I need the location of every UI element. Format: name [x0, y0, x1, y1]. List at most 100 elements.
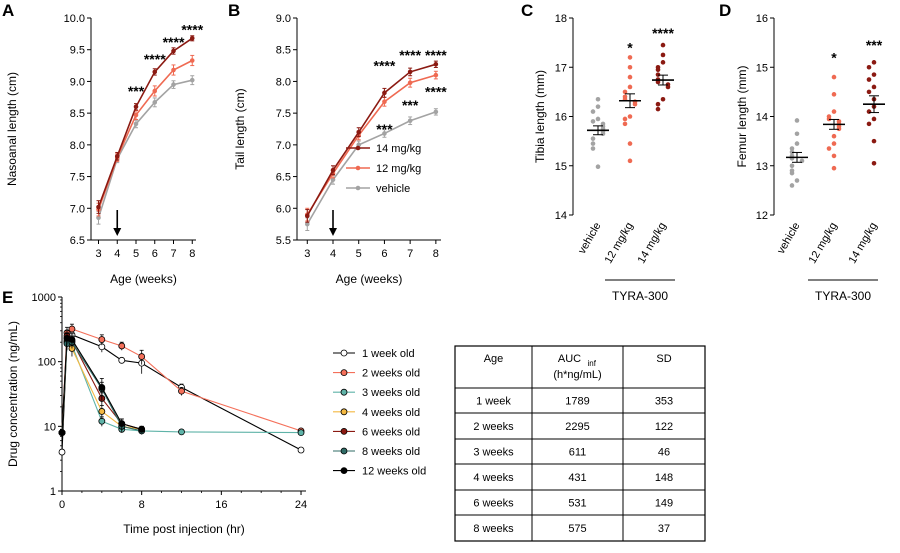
data-point-series-1 — [118, 342, 126, 350]
category-label: 14 mg/kg — [636, 221, 669, 266]
data-point-vehicle — [407, 118, 413, 124]
x-tick-label: 3 — [95, 248, 101, 260]
data-point-dose14 — [133, 104, 139, 110]
y-tick-label: 13 — [756, 161, 768, 173]
table-header-auc: AUC — [558, 353, 581, 365]
legend-label: 8 weeks old — [362, 446, 420, 458]
chart-d-femur-length: 12 13 14 15 16 Femur length (mm) vehicle 12 mg/… — [735, 13, 885, 303]
data-point-dose14 — [407, 69, 413, 75]
data-point-vehicle — [171, 82, 176, 87]
x-tick-label: 8 — [433, 248, 439, 260]
data-point-vehicle — [794, 131, 800, 137]
table-cell: 3 weeks — [473, 447, 514, 459]
data-point-dose14 — [655, 67, 661, 73]
data-point-vehicle — [789, 170, 795, 176]
y-tick-label: 9.5 — [70, 45, 85, 57]
data-point-dose12 — [622, 121, 628, 127]
chart-a-nasoanal-length: 6.5 7.0 7.5 8.0 8.5 9.0 9.5 10.0 Nasoanal length… — [5, 13, 204, 286]
data-point-dose14 — [665, 84, 671, 90]
data-point-dose12 — [831, 74, 837, 80]
data-point-dose12 — [622, 116, 628, 122]
data-point-dose14 — [114, 153, 120, 159]
y-tick-label: 7.5 — [276, 108, 291, 120]
table-cell: 1 week — [476, 396, 511, 408]
data-point-dose14 — [152, 69, 158, 75]
y-tick-label: 6.5 — [276, 172, 291, 184]
series-line-dose14 — [97, 37, 193, 208]
data-point-vehicle — [590, 119, 596, 124]
data-point-dose14 — [866, 89, 872, 95]
y-tick-label: 10.0 — [64, 13, 85, 25]
y-tick-label: 5.5 — [276, 235, 291, 247]
y-tick-label: 6.5 — [70, 235, 85, 247]
legend-label: 1 week old — [362, 348, 415, 360]
legend-b: 14 mg/kg 12 mg/kg vehicle — [346, 143, 421, 195]
data-point-dose12 — [152, 88, 158, 94]
y-tick-label: 15 — [756, 62, 768, 74]
x-tick-label: 5 — [133, 248, 139, 260]
x-tick-label: 4 — [330, 248, 336, 260]
data-point-vehicle — [96, 215, 101, 221]
data-point-vehicle — [590, 109, 596, 114]
y-tick-label: 6.0 — [276, 203, 291, 215]
table-cell: 611 — [569, 447, 587, 459]
data-point-dose12 — [826, 146, 832, 151]
significance-stars: **** — [144, 51, 166, 67]
data-point-vehicle — [133, 121, 139, 127]
data-point-dose12 — [831, 153, 837, 159]
panel-letter-b: B — [228, 1, 240, 20]
data-point-dose14 — [660, 52, 666, 58]
x-tick-label: 8 — [189, 248, 195, 260]
y-tick-label: 9.0 — [70, 76, 85, 88]
data-point-dose12 — [831, 165, 837, 171]
y-tick-label: 16 — [555, 112, 567, 124]
legend-marker — [340, 369, 348, 377]
legend-marker — [340, 427, 348, 435]
x-tick-label: 4 — [114, 248, 120, 260]
data-point-vehicle — [794, 141, 800, 146]
data-point-dose12 — [627, 55, 633, 60]
significance-stars: **** — [163, 34, 185, 50]
legend-marker-vehicle — [355, 185, 361, 191]
data-point-series-1 — [138, 353, 146, 360]
data-point-dose14 — [871, 138, 877, 144]
data-point-vehicle — [789, 146, 795, 151]
data-point-dose14 — [304, 213, 310, 219]
data-point-dose12 — [189, 58, 195, 63]
data-point-dose14 — [171, 48, 176, 54]
table-header-age: Age — [484, 353, 504, 365]
legend-marker — [340, 447, 348, 455]
data-point-series-1 — [178, 387, 185, 395]
x-tick-label: 7 — [170, 248, 176, 260]
y-axis-label: Tail length (cm) — [233, 88, 247, 169]
significance-stars: *** — [128, 83, 145, 99]
data-point-dose14 — [866, 121, 872, 127]
x-tick-label: 0 — [59, 499, 65, 511]
data-point-dose14 — [660, 60, 666, 65]
data-point-dose12 — [627, 158, 633, 164]
x-tick-label: 6 — [152, 248, 158, 260]
data-point-dose12 — [133, 112, 139, 118]
data-point-dose14 — [655, 79, 661, 85]
data-point-series-6 — [58, 429, 66, 437]
legend-marker — [340, 349, 348, 357]
series-line-6 — [61, 337, 142, 433]
legend-label: 6 weeks old — [362, 426, 420, 438]
data-point-dose14 — [866, 109, 872, 114]
y-tick-label: 17 — [555, 62, 567, 74]
legend-label: 12 mg/kg — [376, 163, 421, 175]
arrow-head — [329, 228, 337, 236]
table-cell: 1789 — [565, 396, 589, 408]
legend-label: vehicle — [376, 183, 410, 195]
data-point-dose14 — [866, 77, 872, 82]
significance-stars: *** — [402, 97, 419, 113]
y-tick-label: 8.0 — [276, 76, 291, 88]
x-tick-label: 7 — [407, 248, 413, 260]
significance-stars: **** — [652, 25, 674, 41]
data-point-series-0 — [297, 446, 305, 454]
table-header-sd: SD — [656, 353, 671, 365]
table-cell: 53 — [658, 0, 670, 3]
table-cell: 148 — [655, 472, 673, 484]
legend-marker — [340, 408, 348, 416]
